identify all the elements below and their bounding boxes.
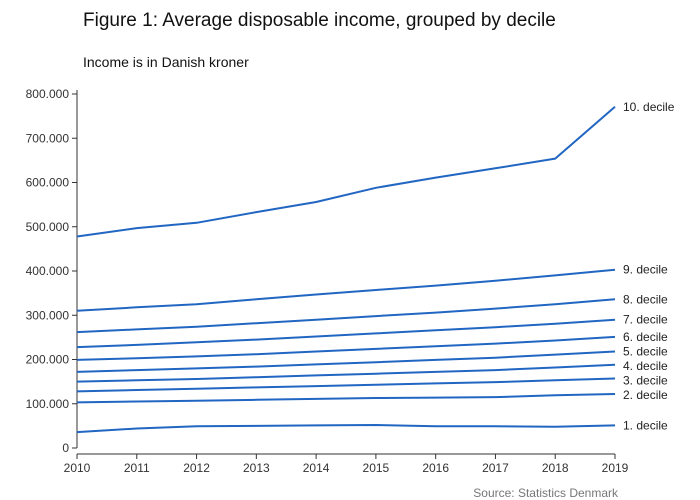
- x-tick-label: 2016: [422, 461, 449, 475]
- y-tick-label: 600.000: [26, 176, 70, 190]
- series-line-6: [76, 335, 616, 361]
- y-tick-label: 700.000: [26, 131, 70, 145]
- x-tick-label: 2019: [602, 461, 629, 475]
- y-tick-label: 0: [62, 441, 69, 455]
- x-tick-label: 2017: [482, 461, 509, 475]
- series-label-3: 3. decile: [623, 374, 668, 388]
- series-line-9: [76, 268, 616, 312]
- series-label-8: 8. decile: [623, 292, 668, 306]
- series-label-5: 5. decile: [623, 345, 668, 359]
- x-tick-label: 2012: [183, 461, 210, 475]
- y-tick-label: 800.000: [26, 87, 70, 101]
- series-line-10: [76, 106, 616, 238]
- x-tick-label: 2018: [542, 461, 569, 475]
- x-tick-label: 2013: [243, 461, 270, 475]
- y-tick-label: 200.000: [26, 353, 70, 367]
- x-tick-label: 2011: [124, 461, 150, 475]
- series-label-1: 1. decile: [623, 418, 668, 432]
- chart-series: [76, 106, 616, 434]
- y-tick-label: 500.000: [26, 220, 70, 234]
- series-line-3: [76, 377, 616, 393]
- x-tick-label: 2010: [64, 461, 91, 475]
- x-tick-label: 2015: [363, 461, 390, 475]
- y-tick-label: 400.000: [26, 264, 70, 278]
- series-line-4: [76, 363, 616, 383]
- series-label-7: 7. decile: [623, 313, 668, 327]
- series-label-6: 6. decile: [623, 330, 668, 344]
- y-tick-label: 100.000: [26, 397, 70, 411]
- x-tick-label: 2014: [303, 461, 330, 475]
- chart-title: Figure 1: Average disposable income, gro…: [83, 10, 556, 31]
- series-label-10: 10. decile: [623, 100, 675, 114]
- series-line-5: [76, 350, 616, 373]
- series-label-9: 9. decile: [623, 263, 668, 277]
- series-label-2: 2. decile: [623, 388, 668, 402]
- series-label-4: 4. decile: [623, 359, 668, 373]
- source-note: Source: Statistics Denmark: [473, 486, 618, 500]
- series-line-2: [76, 393, 616, 404]
- series-line-1: [76, 424, 616, 434]
- chart-axes: 0 100.000 200.000 300.000 400.000 500.000 600.…: [26, 87, 629, 475]
- series-line-8: [76, 298, 616, 334]
- series-line-7: [76, 318, 616, 349]
- y-tick-label: 300.000: [26, 308, 70, 322]
- chart-subtitle: Income is in Danish kroner: [83, 54, 249, 70]
